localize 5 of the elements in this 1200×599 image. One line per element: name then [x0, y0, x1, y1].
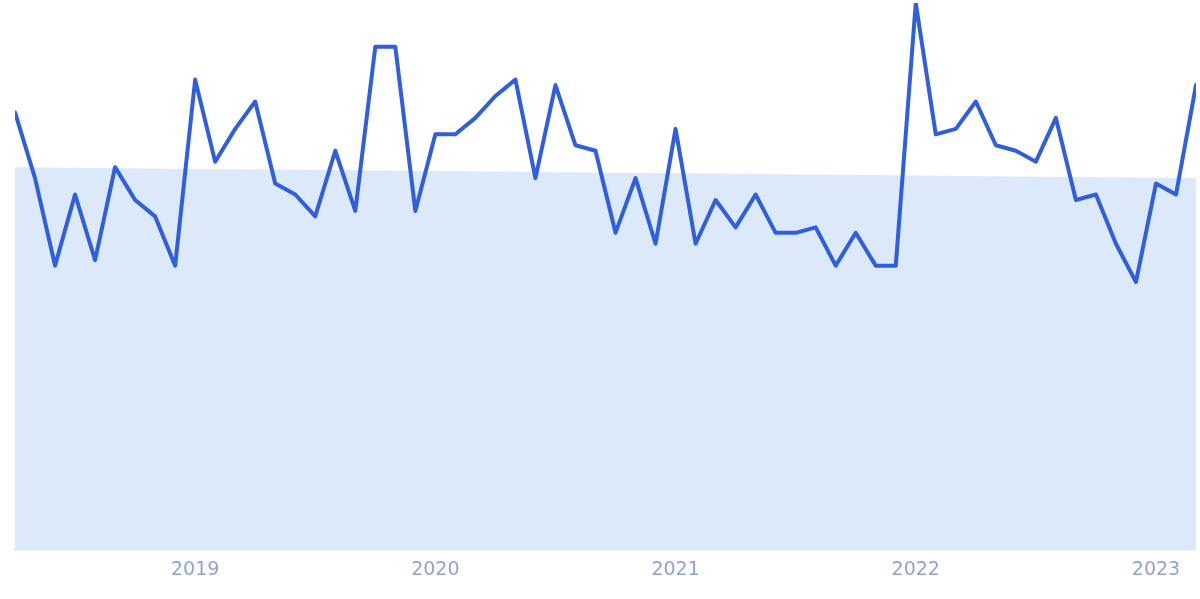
x-tick-label: 2023 [1131, 556, 1181, 579]
x-tick-label: 2022 [891, 556, 940, 579]
x-tick-label: 2020 [411, 556, 460, 579]
x-tick-label: 2019 [170, 556, 220, 579]
x-tick-label: 2021 [651, 556, 700, 579]
